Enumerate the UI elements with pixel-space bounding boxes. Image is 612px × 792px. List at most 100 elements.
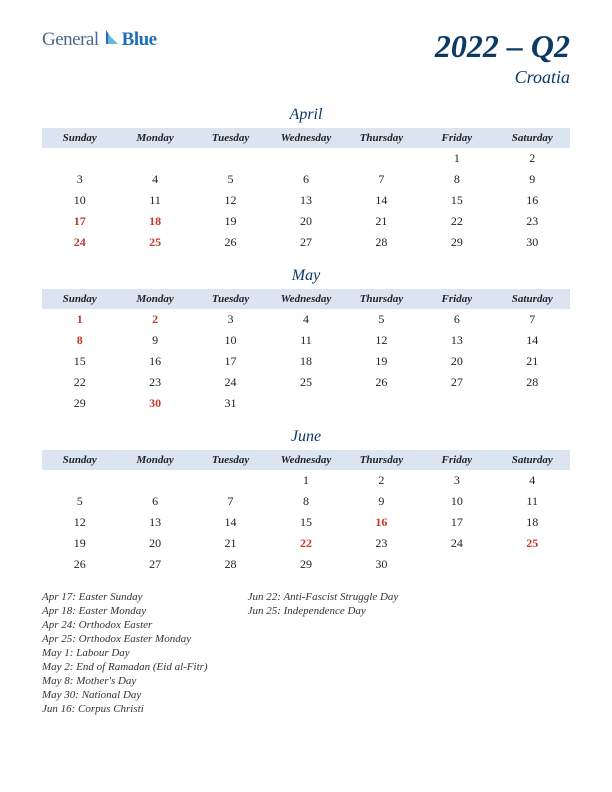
calendar-cell: 14 — [495, 330, 570, 351]
calendar-cell — [419, 554, 494, 575]
day-header: Friday — [419, 450, 494, 470]
day-header: Wednesday — [268, 289, 343, 309]
calendar-cell: 13 — [117, 512, 192, 533]
calendar-cell: 6 — [117, 491, 192, 512]
calendar-cell: 30 — [495, 232, 570, 253]
calendar-cell: 15 — [42, 351, 117, 372]
day-header: Monday — [117, 289, 192, 309]
calendar-cell: 19 — [193, 211, 268, 232]
calendar-cell: 9 — [344, 491, 419, 512]
page-title: 2022 – Q2 — [435, 28, 570, 65]
holiday-item: Jun 25: Independence Day — [248, 605, 399, 617]
day-header: Wednesday — [268, 450, 343, 470]
calendar-cell: 24 — [42, 232, 117, 253]
calendar-cell — [344, 393, 419, 414]
calendar-cell: 10 — [419, 491, 494, 512]
calendar-cell: 23 — [117, 372, 192, 393]
calendar-cell — [42, 148, 117, 169]
calendar-cell: 28 — [344, 232, 419, 253]
calendar-cell: 3 — [42, 169, 117, 190]
calendar-cell: 11 — [117, 190, 192, 211]
holiday-item: Apr 24: Orthodox Easter — [42, 619, 208, 631]
calendar-cell: 30 — [344, 554, 419, 575]
day-header: Saturday — [495, 289, 570, 309]
calendar-cell: 29 — [419, 232, 494, 253]
logo-text-general: General — [42, 29, 99, 51]
calendar-cell: 12 — [42, 512, 117, 533]
calendar-cell: 24 — [193, 372, 268, 393]
calendar-cell: 7 — [193, 491, 268, 512]
calendar-cell: 5 — [344, 309, 419, 330]
calendar-cell: 29 — [42, 393, 117, 414]
holidays-col-1: Apr 17: Easter SundayApr 18: Easter Mond… — [42, 591, 208, 715]
calendar-cell: 8 — [268, 491, 343, 512]
calendar-cell: 18 — [117, 211, 192, 232]
calendar-cell: 26 — [344, 372, 419, 393]
calendar-cell: 3 — [419, 470, 494, 491]
holiday-item: Apr 25: Orthodox Easter Monday — [42, 633, 208, 645]
day-header: Thursday — [344, 450, 419, 470]
calendar-cell — [495, 393, 570, 414]
day-header: Monday — [117, 450, 192, 470]
holiday-item: Apr 17: Easter Sunday — [42, 591, 208, 603]
calendar-cell: 8 — [42, 330, 117, 351]
calendar-cell: 12 — [344, 330, 419, 351]
day-header: Friday — [419, 128, 494, 148]
calendar-row: 17181920212223 — [42, 211, 570, 232]
calendar-cell: 10 — [42, 190, 117, 211]
calendar-row: 19202122232425 — [42, 533, 570, 554]
calendar-table: SundayMondayTuesdayWednesdayThursdayFrid… — [42, 450, 570, 575]
calendar-cell — [42, 470, 117, 491]
calendar-cell: 15 — [419, 190, 494, 211]
calendar-cell: 26 — [42, 554, 117, 575]
calendar-cell: 27 — [419, 372, 494, 393]
calendar-cell: 18 — [268, 351, 343, 372]
day-header: Thursday — [344, 289, 419, 309]
title-block: 2022 – Q2 Croatia — [435, 28, 570, 88]
month-name: May — [42, 267, 570, 285]
day-header: Wednesday — [268, 128, 343, 148]
calendar-cell — [117, 470, 192, 491]
calendar-cell: 17 — [193, 351, 268, 372]
calendar-table: SundayMondayTuesdayWednesdayThursdayFrid… — [42, 128, 570, 253]
calendar-cell: 22 — [268, 533, 343, 554]
logo-text-blue: Blue — [122, 29, 157, 51]
calendar-row: 15161718192021 — [42, 351, 570, 372]
calendar-cell: 8 — [419, 169, 494, 190]
holiday-item: May 8: Mother's Day — [42, 675, 208, 687]
calendar-cell: 16 — [117, 351, 192, 372]
page-subtitle: Croatia — [435, 67, 570, 88]
calendar-cell: 1 — [268, 470, 343, 491]
calendar-cell: 21 — [495, 351, 570, 372]
calendar-row: 567891011 — [42, 491, 570, 512]
calendar-row: 1234 — [42, 470, 570, 491]
calendar-row: 24252627282930 — [42, 232, 570, 253]
calendar-cell: 16 — [344, 512, 419, 533]
month-name: June — [42, 428, 570, 446]
day-header: Sunday — [42, 450, 117, 470]
holidays-col-2: Jun 22: Anti-Fascist Struggle DayJun 25:… — [248, 591, 399, 715]
calendars-container: April SundayMondayTuesdayWednesdayThursda… — [42, 106, 570, 575]
month-name: April — [42, 106, 570, 124]
calendar-cell: 13 — [419, 330, 494, 351]
calendar-table: SundayMondayTuesdayWednesdayThursdayFrid… — [42, 289, 570, 414]
day-header: Sunday — [42, 289, 117, 309]
day-header: Thursday — [344, 128, 419, 148]
holiday-item: May 2: End of Ramadan (Eid al-Fitr) — [42, 661, 208, 673]
calendar-cell: 17 — [419, 512, 494, 533]
calendar-cell — [419, 393, 494, 414]
calendar-cell: 10 — [193, 330, 268, 351]
calendar-cell: 3 — [193, 309, 268, 330]
calendar-cell: 20 — [419, 351, 494, 372]
day-header: Monday — [117, 128, 192, 148]
holiday-item: May 1: Labour Day — [42, 647, 208, 659]
calendar-cell: 23 — [344, 533, 419, 554]
calendar-row: 2627282930 — [42, 554, 570, 575]
calendar-cell: 16 — [495, 190, 570, 211]
day-header: Saturday — [495, 128, 570, 148]
calendar-cell: 25 — [268, 372, 343, 393]
calendar-cell: 20 — [117, 533, 192, 554]
calendar-cell: 4 — [268, 309, 343, 330]
calendar-cell: 20 — [268, 211, 343, 232]
day-header: Friday — [419, 289, 494, 309]
